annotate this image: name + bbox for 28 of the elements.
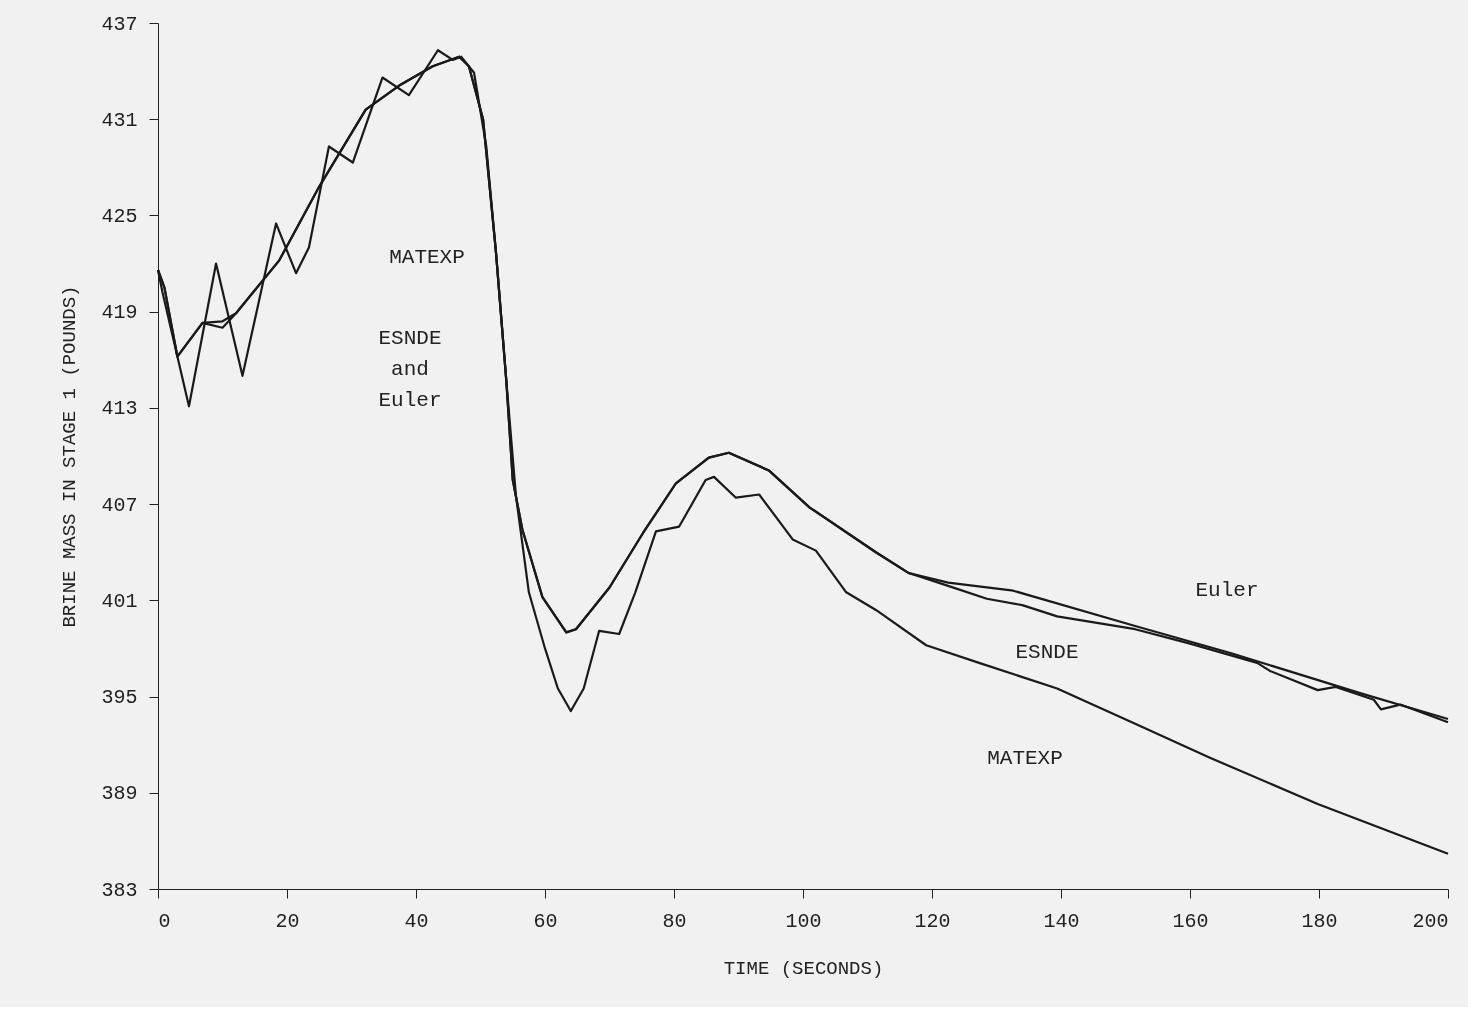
x-tick-label: 160 bbox=[1172, 909, 1209, 933]
y-tick-label: 425 bbox=[101, 204, 138, 228]
y-tick-label: 389 bbox=[101, 782, 138, 806]
x-tick-label: 20 bbox=[275, 909, 300, 933]
y-tick-label: 395 bbox=[101, 686, 138, 710]
x-axis-title: TIME (SECONDS) bbox=[723, 957, 884, 980]
annotation: MATEXP bbox=[987, 747, 1063, 770]
annotation: ESNDE and Euler bbox=[378, 327, 442, 412]
y-tick-label: 419 bbox=[101, 301, 138, 325]
x-tick-label: 120 bbox=[914, 909, 951, 933]
x-tick-label: 80 bbox=[662, 909, 687, 933]
y-axis-title: BRINE MASS IN STAGE 1 (POUNDS) bbox=[59, 285, 82, 628]
x-tick-label: 200 bbox=[1412, 909, 1449, 933]
y-tick-label: 383 bbox=[101, 878, 138, 902]
annotation: MATEXP bbox=[389, 246, 465, 269]
y-tick-label: 437 bbox=[101, 12, 138, 36]
x-tick-label: 180 bbox=[1301, 909, 1338, 933]
y-tick-label: 413 bbox=[101, 397, 138, 421]
x-tick-label: 60 bbox=[533, 909, 558, 933]
annotation: Euler bbox=[1195, 579, 1259, 602]
x-tick-label: 100 bbox=[785, 909, 822, 933]
x-tick-label: 0 bbox=[158, 909, 171, 933]
x-tick-label: 40 bbox=[404, 909, 429, 933]
y-tick-label: 431 bbox=[101, 108, 138, 132]
x-tick-label: 140 bbox=[1043, 909, 1080, 933]
y-tick-label: 407 bbox=[101, 493, 138, 517]
y-tick-label: 401 bbox=[101, 589, 138, 613]
annotation: ESNDE bbox=[1015, 641, 1079, 664]
